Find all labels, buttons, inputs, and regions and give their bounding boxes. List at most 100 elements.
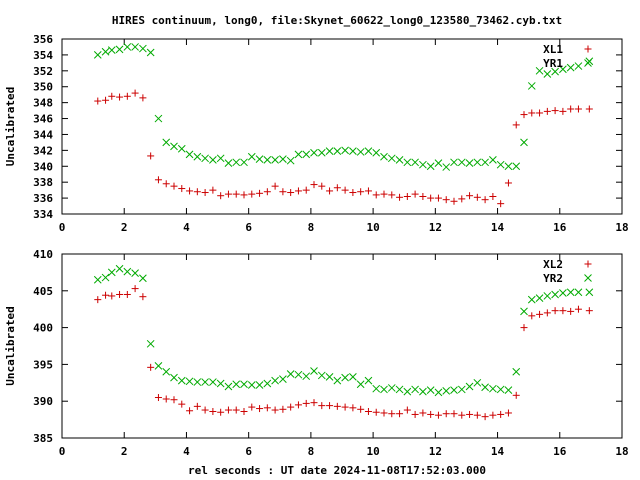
data-point <box>528 109 536 117</box>
data-point <box>193 402 201 410</box>
data-point <box>396 193 404 201</box>
data-point <box>162 395 170 403</box>
data-point <box>108 292 116 300</box>
data-point <box>123 267 132 276</box>
data-point <box>574 288 583 297</box>
data-point <box>310 181 318 189</box>
data-point <box>535 66 544 75</box>
data-point <box>442 163 451 171</box>
data-point <box>263 156 272 164</box>
y-tick-label: 350 <box>33 81 53 94</box>
data-point <box>263 379 272 388</box>
data-point <box>147 152 155 160</box>
data-point <box>201 189 209 197</box>
x-tick-label: 10 <box>366 221 379 234</box>
data-point <box>302 399 310 407</box>
data-point <box>481 196 489 204</box>
x-tick-label: 12 <box>429 445 442 458</box>
data-point <box>403 193 411 200</box>
data-point <box>115 264 124 273</box>
data-point <box>450 158 458 167</box>
data-point <box>419 409 427 417</box>
data-point <box>131 269 139 277</box>
data-point <box>317 371 326 380</box>
data-point <box>326 187 334 195</box>
data-point <box>201 154 209 163</box>
data-point <box>403 406 411 414</box>
data-point <box>170 142 178 151</box>
data-point <box>473 411 481 419</box>
data-point <box>388 410 396 418</box>
data-point <box>185 377 194 386</box>
data-point <box>403 158 412 167</box>
data-point <box>302 372 311 381</box>
data-point <box>108 92 116 100</box>
data-point <box>466 410 474 418</box>
data-point <box>411 158 419 167</box>
data-point <box>528 312 536 320</box>
data-point <box>326 402 334 410</box>
y-tick-label: 344 <box>33 128 53 141</box>
data-point <box>426 162 435 171</box>
y-tick-label: 338 <box>33 176 53 189</box>
data-point <box>434 411 442 419</box>
data-point <box>170 373 178 382</box>
data-point <box>535 294 544 303</box>
data-point <box>411 190 419 198</box>
upper-panel: 0 2 4 6 8 10 12 14 16 18 334 336 338 340 342 344 346 348 3… <box>4 33 629 234</box>
data-point <box>201 378 209 386</box>
data-point <box>123 92 131 100</box>
plot-frame <box>61 253 623 439</box>
data-point <box>216 379 225 388</box>
data-point <box>349 147 357 156</box>
data-point <box>559 289 567 297</box>
data-point <box>427 410 435 418</box>
data-point <box>123 290 131 298</box>
plot-frame <box>61 38 623 215</box>
data-point <box>419 160 427 169</box>
y-tick-label: 390 <box>33 395 53 408</box>
data-point <box>380 152 388 161</box>
data-point <box>240 408 248 416</box>
data-point <box>411 410 419 418</box>
data-point <box>395 385 404 394</box>
data-point <box>574 105 582 113</box>
data-point <box>318 182 326 190</box>
data-point <box>286 156 295 165</box>
data-point <box>232 158 241 167</box>
data-point <box>458 411 466 419</box>
data-point <box>294 187 302 195</box>
data-point <box>147 363 155 371</box>
data-point <box>256 405 264 413</box>
x-tick-label: 8 <box>308 445 315 458</box>
x-tick-label: 6 <box>245 445 252 458</box>
data-point <box>240 191 248 199</box>
data-point <box>115 45 124 54</box>
data-point <box>504 179 512 187</box>
data-point <box>116 290 124 298</box>
data-point <box>162 138 171 147</box>
data-point <box>232 406 240 414</box>
data-point <box>364 147 373 156</box>
data-point <box>450 410 458 418</box>
data-point <box>442 410 450 418</box>
x-tick-label: 6 <box>245 221 252 234</box>
y-tick-label: 336 <box>33 192 53 205</box>
data-point <box>442 387 451 395</box>
data-point <box>102 96 110 104</box>
x-tick-label: 18 <box>615 445 628 458</box>
data-point <box>193 378 202 386</box>
x-tick-label: 18 <box>615 221 628 234</box>
data-point <box>434 159 443 167</box>
y-tick-label: 348 <box>33 97 53 110</box>
data-point <box>466 192 474 200</box>
data-point <box>294 370 303 379</box>
data-point <box>333 184 341 192</box>
data-point <box>357 188 365 196</box>
x-tick-label: 10 <box>366 445 379 458</box>
data-point <box>131 89 139 97</box>
series-yr2 <box>93 264 594 397</box>
data-point <box>574 62 583 70</box>
data-point <box>411 385 419 394</box>
data-point <box>536 109 544 117</box>
